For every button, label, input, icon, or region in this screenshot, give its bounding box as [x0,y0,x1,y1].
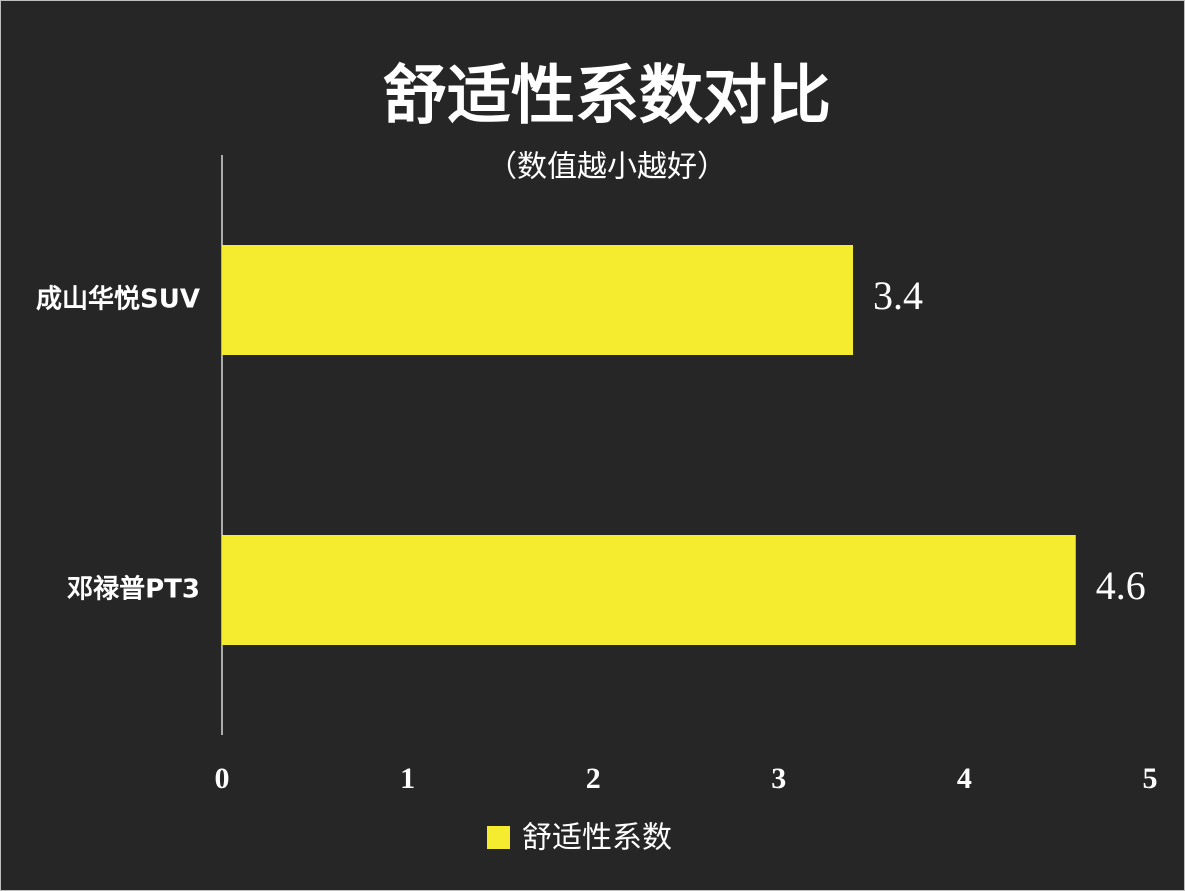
bar [222,245,854,355]
value-label: 4.6 [1096,563,1146,608]
x-tick-label: 5 [1143,762,1158,795]
y-tick-label: 成山华悦SUV [36,284,200,315]
legend-label: 舒适性系数 [522,821,672,856]
x-tick-label: 0 [215,762,230,795]
x-tick-label: 3 [771,762,786,795]
y-tick-label: 邓禄普PT3 [67,574,200,605]
chart-title: 舒适性系数对比 [383,60,831,134]
legend-swatch [487,826,510,849]
value-label: 3.4 [873,273,923,318]
x-tick-label: 4 [957,762,972,795]
bar [222,535,1076,645]
x-tick-label: 1 [400,762,415,795]
chart-subtitle: （数值越小越好） [487,150,727,185]
x-tick-label: 2 [586,762,601,795]
